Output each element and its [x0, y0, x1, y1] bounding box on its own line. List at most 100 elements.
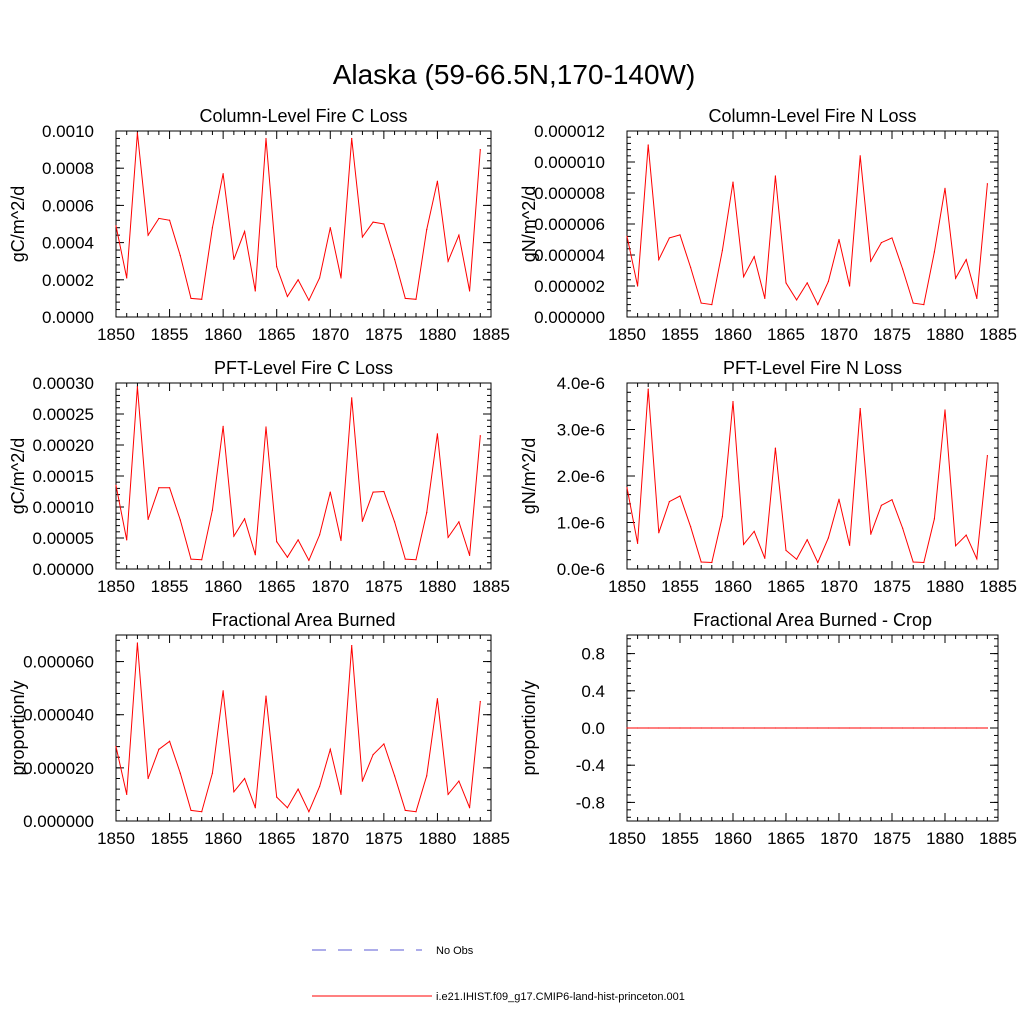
panel-6-point	[817, 727, 819, 729]
panel-5-xtick-label: 1880	[419, 829, 457, 848]
panel-3-point	[222, 425, 224, 427]
panel-5-point	[415, 811, 417, 813]
panel-2-series-line	[626, 144, 988, 306]
panel-3-point	[372, 491, 374, 493]
panel-5-point	[158, 748, 160, 750]
panel-6-point	[880, 727, 883, 729]
panel-6-ytick-label: 0.0	[581, 719, 605, 738]
panel-4-ytick-label: 0.0e-6	[557, 560, 605, 579]
panel-3-point	[201, 559, 203, 561]
panel-6-point	[732, 727, 734, 729]
panel-6-point	[838, 727, 840, 729]
panel-2-point	[690, 266, 692, 268]
panel-5-xtick-label: 1885	[472, 829, 510, 848]
panel-2-point	[753, 255, 755, 258]
panel-3-point	[243, 518, 246, 520]
panel-4-point	[647, 388, 649, 390]
panel-3-point	[361, 520, 364, 522]
panel-6-point	[753, 727, 755, 729]
panel-6-xtick-label: 1870	[820, 829, 858, 848]
panel-6-point	[711, 727, 713, 729]
panel-1-point	[276, 266, 278, 268]
panel-6-point	[870, 727, 872, 729]
legend-label-no-obs: No Obs	[436, 945, 474, 957]
panel-1-point	[286, 295, 289, 298]
panel-1-point	[115, 225, 117, 227]
panel-4-point	[849, 544, 851, 546]
panel-1-point	[447, 260, 449, 262]
panel-1-point	[222, 173, 224, 175]
panel-2-point	[817, 304, 819, 306]
panel-3-xtick-label: 1860	[204, 577, 242, 596]
panel-4: PFT-Level Fire N Loss gN/m^2/d 1850 1855 186…	[519, 358, 1017, 596]
panel-1-point	[458, 234, 460, 236]
panel-3-point	[297, 539, 299, 541]
panel-5-point	[179, 772, 181, 774]
panel-3-point	[158, 487, 160, 489]
panel-2-ytick-label: 0.000002	[534, 277, 605, 296]
panel-1-xtick-label: 1885	[472, 325, 510, 344]
panel-5-point	[383, 743, 385, 745]
panel-4-xtick-label: 1875	[873, 577, 911, 596]
panel-6-xtick-label: 1855	[661, 829, 699, 848]
panel-1-point	[372, 221, 374, 223]
panel-1-point	[126, 277, 128, 279]
panel-2-point	[838, 238, 840, 241]
panel-6-point	[849, 727, 851, 729]
panel-3-title: PFT-Level Fire C Loss	[214, 358, 393, 378]
panel-4-point	[743, 543, 745, 545]
panel-5-ytick-label: 0.000000	[23, 812, 94, 831]
panel-3-point	[211, 509, 214, 511]
panel-1-xtick-label: 1875	[365, 325, 403, 344]
panel-3-frame	[115, 382, 492, 570]
panel-4-point	[721, 515, 724, 518]
panel-5-ytick-label: 0.000060	[23, 653, 94, 672]
panel-5-point	[233, 791, 235, 793]
panel-1-point	[415, 298, 417, 300]
panel-4-ytick-label: 2.0e-6	[557, 467, 605, 486]
panel-2-point	[668, 237, 671, 239]
panel-6-point	[721, 727, 724, 729]
panel-4-point	[711, 561, 713, 564]
panel-3-point	[383, 490, 385, 493]
panel-4-point	[806, 539, 808, 541]
panel-1-point	[308, 299, 310, 301]
panel-4-point	[944, 409, 946, 411]
panel-3: PFT-Level Fire C Loss gC/m^2/d 1850 1855 186…	[8, 358, 510, 596]
panel-6-point	[647, 727, 649, 729]
panel-3-point	[436, 433, 439, 435]
panel-3-point	[447, 536, 449, 538]
panel-6-ytick-label: -0.8	[576, 793, 605, 812]
panel-6-point	[796, 727, 798, 729]
panel-6-point	[902, 727, 904, 729]
panel-6-point	[690, 727, 692, 729]
panel-5-point	[393, 775, 396, 777]
panel-4-point	[817, 561, 819, 564]
panel-1-point	[426, 228, 428, 231]
panel-2-point	[647, 144, 649, 146]
panel-4-point	[785, 549, 787, 552]
panel-3-point	[426, 511, 428, 514]
panel-3-point	[351, 397, 353, 399]
panel-2-point	[944, 187, 946, 189]
panel-6-ytick-label: 0.4	[581, 682, 605, 701]
panel-3-ytick-label: 0.00025	[33, 405, 94, 424]
panel-6-point	[668, 727, 671, 729]
panel-4-point	[912, 561, 914, 563]
panel-4-point	[764, 557, 766, 559]
panel-2-point	[976, 297, 978, 299]
panel-1-point	[297, 279, 299, 281]
panel-5-point	[126, 793, 128, 796]
legend-label-simulation: i.e21.IHIST.f09_g17.CMIP6-land-hist-prin…	[436, 991, 685, 1003]
panel-1-ytick-label: 0.0000	[42, 308, 94, 327]
panel-5-xtick-label: 1860	[204, 829, 242, 848]
panel-4-point	[859, 407, 861, 410]
panel-2-xtick-label: 1860	[714, 325, 752, 344]
panel-4-point	[679, 495, 681, 497]
panel-4-xtick-label: 1865	[767, 577, 805, 596]
panel-5-point	[447, 793, 449, 796]
panel-2-point	[711, 304, 713, 306]
panel-3-point	[340, 539, 342, 542]
panel-6-point	[976, 727, 978, 729]
panel-3-point	[136, 386, 139, 388]
